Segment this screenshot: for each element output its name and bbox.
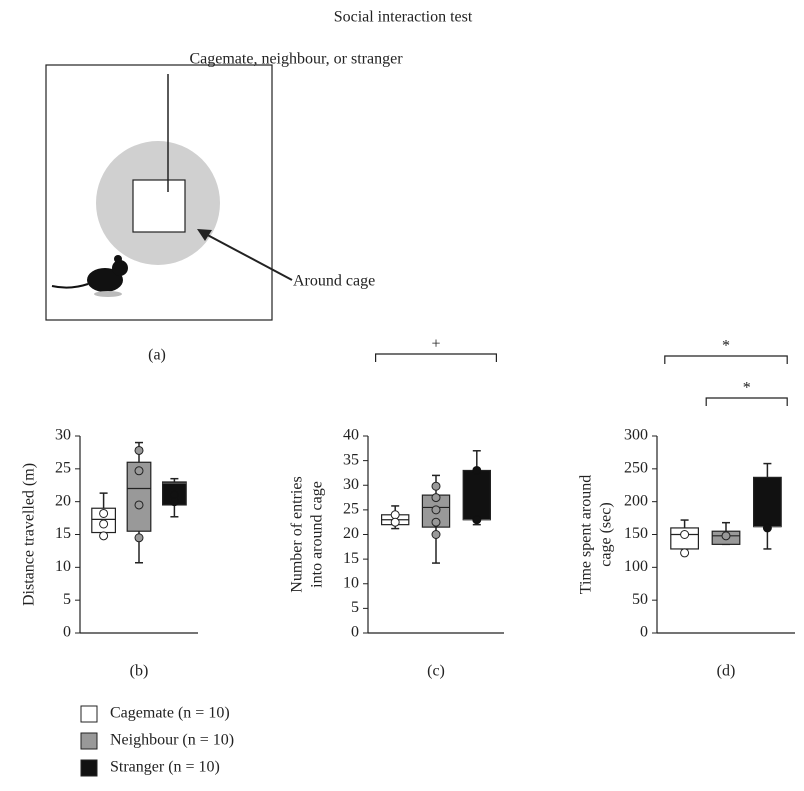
data-point [134,466,144,476]
arrow-head [197,229,212,241]
mouse [51,255,128,297]
panel-label: (d) [717,663,736,680]
legend-label: Stranger (n = 10) [110,759,220,776]
data-point [431,517,441,527]
zone-label: Around cage [293,273,375,290]
y-tick-label: 300 [624,427,648,444]
data-point [134,533,144,543]
significance-bracket [664,355,788,364]
data-point [134,445,144,455]
box [752,476,782,528]
data-point [431,493,441,503]
legend-swatch [80,759,98,777]
y-axis-label: Distance travelled (m) [21,463,38,606]
y-tick-label: 25 [343,501,359,518]
panel-label: (b) [130,663,149,680]
data-point [680,530,690,539]
y-tick-label: 0 [351,624,359,641]
panel-label: (c) [427,663,445,680]
data-point [472,515,482,525]
y-tick-label: 40 [343,427,359,444]
box [462,469,492,521]
data-point [680,548,690,558]
data-point [431,505,441,515]
data-point [99,508,109,518]
y-tick-label: 10 [55,558,71,575]
data-point [431,530,441,539]
zone-arrow [199,230,293,281]
data-point [472,465,482,475]
data-point [169,497,179,507]
significance-mark: * [743,380,751,397]
y-axis-label: Time spent around [578,475,595,594]
data-point [431,481,441,491]
cage [132,179,186,233]
y-axis-label: cage (sec) [598,502,615,566]
y-tick-label: 5 [351,599,359,616]
y-tick-label: 100 [624,558,648,575]
arena-diagram: Cagemate, neighbour, or stranger Around … [45,51,403,364]
y-axis-label: into around cage [309,481,326,588]
y-tick-label: 50 [632,591,648,608]
y-tick-label: 0 [640,624,648,641]
y-tick-label: 10 [343,574,359,591]
y-tick-label: 15 [343,550,359,567]
y-tick-label: 200 [624,492,648,509]
figure-title: Social interaction test [334,9,473,26]
data-point [390,510,400,520]
y-tick-label: 20 [343,525,359,542]
legend-swatch [80,732,98,750]
significance-mark: * [722,338,730,355]
data-point [134,500,144,510]
data-point [762,523,772,533]
y-tick-label: 0 [63,624,71,641]
y-tick-label: 30 [343,476,359,493]
data-point [99,519,109,529]
y-tick-label: 20 [55,492,71,509]
panel-label: (a) [148,347,166,364]
data-point [390,517,400,527]
legend-label: Cagemate (n = 10) [110,705,230,722]
legend-swatch [80,705,98,723]
legend-label: Neighbour (n = 10) [110,732,234,749]
significance-mark: + [431,336,440,353]
cage-label: Cagemate, neighbour, or stranger [189,51,403,68]
y-axis-label: Number of entries [289,476,306,592]
y-tick-label: 5 [63,591,71,608]
y-tick-label: 25 [55,460,71,477]
y-tick-label: 30 [55,427,71,444]
y-tick-label: 150 [624,525,648,542]
box [126,461,152,532]
data-point [721,531,731,541]
y-tick-label: 250 [624,460,648,477]
y-tick-label: 15 [55,525,71,542]
significance-bracket [705,397,788,406]
data-point [99,531,109,541]
significance-bracket [375,353,497,362]
arena [45,64,273,321]
y-tick-label: 35 [343,451,359,468]
